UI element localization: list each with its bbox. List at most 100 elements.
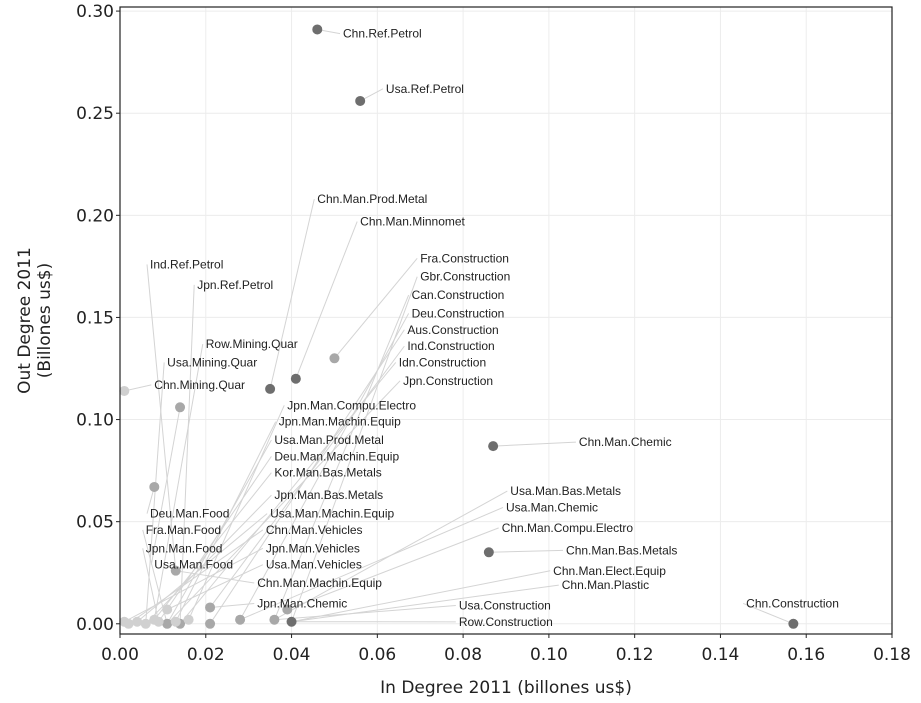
point-label: Deu.Man.Machin.Equip [274,449,399,463]
data-point [183,614,194,625]
point-label: Usa.Construction [459,598,551,612]
point-label: Row.Construction [459,615,553,629]
label-leader-line [274,604,456,621]
label-leader-line [146,264,177,571]
label-leader-line [291,570,551,623]
point-label: Ind.Ref.Petrol [150,257,223,271]
x-tick-label: 0.12 [616,645,654,665]
data-point [132,616,143,627]
label-leader-line [166,380,401,625]
label-leader-line [239,506,504,621]
point-label: Kor.Man.Bas.Metals [274,466,381,480]
point-label: Chn.Man.Elect.Equip [553,564,666,578]
y-axis-title-line: (Billones us$) [35,263,55,378]
point-label: Usa.Mining.Quar [167,355,257,369]
grid [119,7,893,634]
label-leader-line [334,257,418,359]
point-label: Aus.Construction [407,323,498,337]
data-point [235,614,246,625]
point-label: Chn.Construction [746,596,839,610]
y-axis-title: Out Degree 2011 (Billones us$) [15,247,55,394]
x-axis-ticks: 0.00 0.02 0.04 0.06 0.08 0.10 0.12 0.14 0.16 0.18 [101,634,911,665]
label-leader-line [175,421,277,622]
point-label: Usa.Man.Bas.Metals [510,484,621,498]
point-label: Deu.Construction [412,306,505,320]
label-leader-line [142,548,160,622]
point-label: Gbr.Construction [420,270,510,284]
data-point [483,547,494,558]
y-tick-label: 0.15 [76,308,114,328]
y-axis-ticks: 0.00 0.05 0.10 0.15 0.20 0.25 0.30 [76,2,120,635]
point-label: Ind.Construction [407,339,494,353]
point-label: Deu.Man.Food [150,507,229,521]
label-leader-line [209,345,405,608]
data-point [162,604,173,615]
label-leader-line [145,494,272,625]
y-axis-title-line: Out Degree 2011 [15,247,35,394]
x-tick-label: 0.08 [444,645,482,665]
point-label: Chn.Man.Vehicles [266,523,363,537]
data-point [153,616,164,627]
point-label: Fra.Man.Food [146,523,221,537]
label-leader-line [153,343,204,620]
label-leader-line [188,405,285,620]
x-tick-label: 0.16 [787,645,825,665]
point-label: Usa.Man.Vehicles [266,558,362,572]
point-label: Chn.Man.Bas.Metals [566,543,677,557]
point-label: Can.Construction [412,288,505,302]
plot-area-frame [119,6,893,635]
x-tick-label: 0.04 [273,645,311,665]
point-label: Jpn.Construction [403,374,493,388]
point-label: Jpn.Ref.Petrol [197,278,273,292]
label-leader-line [239,313,410,620]
data-point [269,614,280,625]
label-leader-line [124,547,264,623]
data-point [140,618,151,629]
label-leader-line [210,602,255,608]
x-tick-label: 0.14 [702,645,740,665]
data-point [170,616,181,627]
point-label: Usa.Man.Prod.Metal [274,433,383,447]
point-label: Usa.Man.Machin.Equip [270,507,394,521]
point-label: Chn.Man.Minnomet [360,215,465,229]
label-leader-line [493,441,576,447]
data-point [205,618,216,629]
x-tick-label: 0.06 [358,645,396,665]
label-leader-line [273,294,410,620]
label-leader-lines [124,28,794,625]
label-leader-line [145,362,165,624]
point-label: Chn.Man.Compu.Electro [502,521,634,535]
point-label: Jpn.Man.Vehicles [266,541,360,555]
data-point [286,616,297,627]
data-point [312,24,323,35]
point-label: Chn.Ref.Petrol [343,27,422,41]
data-point [282,604,293,615]
label-leader-line [269,198,315,390]
label-leader-line [742,602,794,625]
data-point [265,383,276,394]
data-point [488,441,499,452]
point-label: Chn.Man.Machin.Equip [257,576,382,590]
point-label: Jpn.Man.Machin.Equip [279,415,401,429]
y-tick-label: 0.05 [76,513,114,533]
point-label: Jpn.Man.Bas.Metals [274,488,383,502]
label-leader-line [179,284,195,624]
y-tick-label: 0.25 [76,104,114,124]
point-label: Jpn.Man.Compu.Electro [287,398,416,412]
y-tick-label: 0.30 [76,2,114,22]
point-label: Chn.Man.Plastic [562,578,649,592]
label-leader-line [179,362,397,625]
point-label: Row.Mining.Quar [206,337,298,351]
label-leader-line [488,549,564,553]
data-point [170,565,181,576]
x-tick-label: 0.10 [530,645,568,665]
label-leader-line [175,570,255,584]
label-leader-line [166,564,264,610]
data-point [355,95,366,106]
point-label: Fra.Construction [420,251,509,265]
data-point [290,373,301,384]
label-leader-line [291,276,418,622]
point-label: Usa.Ref.Petrol [386,82,464,96]
label-leader-line [158,456,272,623]
